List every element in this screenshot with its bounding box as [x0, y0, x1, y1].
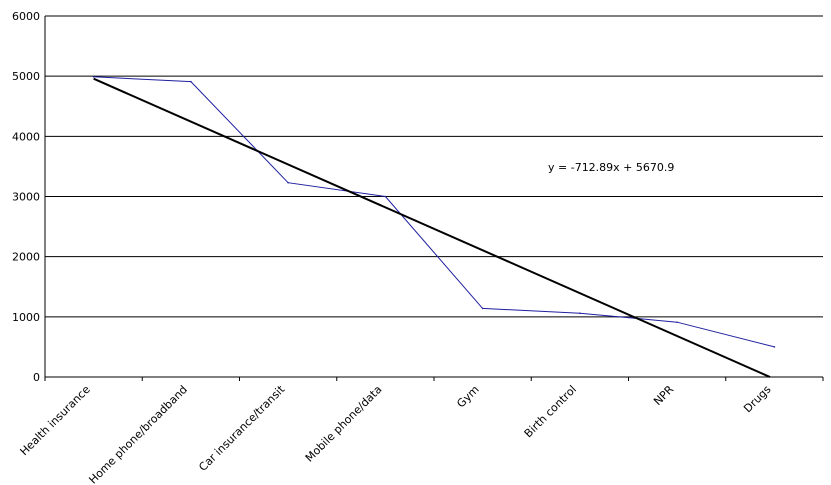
y-tick-label: 1000 [12, 311, 40, 324]
trendline-equation-label: y = -712.89x + 5670.9 [548, 161, 674, 174]
data-point [384, 195, 387, 198]
data-point [92, 75, 95, 78]
y-tick-label: 5000 [12, 70, 40, 83]
data-point [190, 80, 192, 83]
y-tick-label: 4000 [12, 130, 40, 143]
y-tick-label: 2000 [12, 251, 40, 264]
data-point [287, 181, 289, 184]
x-category-label: Mobile phone/data [303, 383, 385, 465]
y-axis-tick-labels: 0 1000 2000 3000 4000 5000 6000 [12, 10, 40, 384]
x-category-label: Car insurance/transit [196, 382, 287, 473]
trendline-layer [93, 77, 771, 378]
y-tick-label: 3000 [12, 191, 40, 204]
series-line [93, 76, 775, 348]
x-category-label: Home phone/broadband [86, 383, 190, 485]
data-point [579, 312, 581, 315]
y-tick-label: 6000 [12, 10, 40, 23]
x-category-label: Gym [454, 383, 481, 410]
series-layer [92, 75, 776, 348]
data-point [773, 346, 776, 348]
x-category-label: NPR [651, 383, 676, 408]
x-category-label: Drugs [741, 383, 773, 415]
gridlines [45, 15, 823, 318]
trendline [93, 77, 771, 378]
x-category-label: Birth control [522, 383, 579, 440]
x-category-label: Health insurance [18, 383, 93, 458]
y-tick-label: 0 [33, 371, 40, 384]
data-point [481, 307, 484, 310]
data-point [676, 321, 678, 324]
